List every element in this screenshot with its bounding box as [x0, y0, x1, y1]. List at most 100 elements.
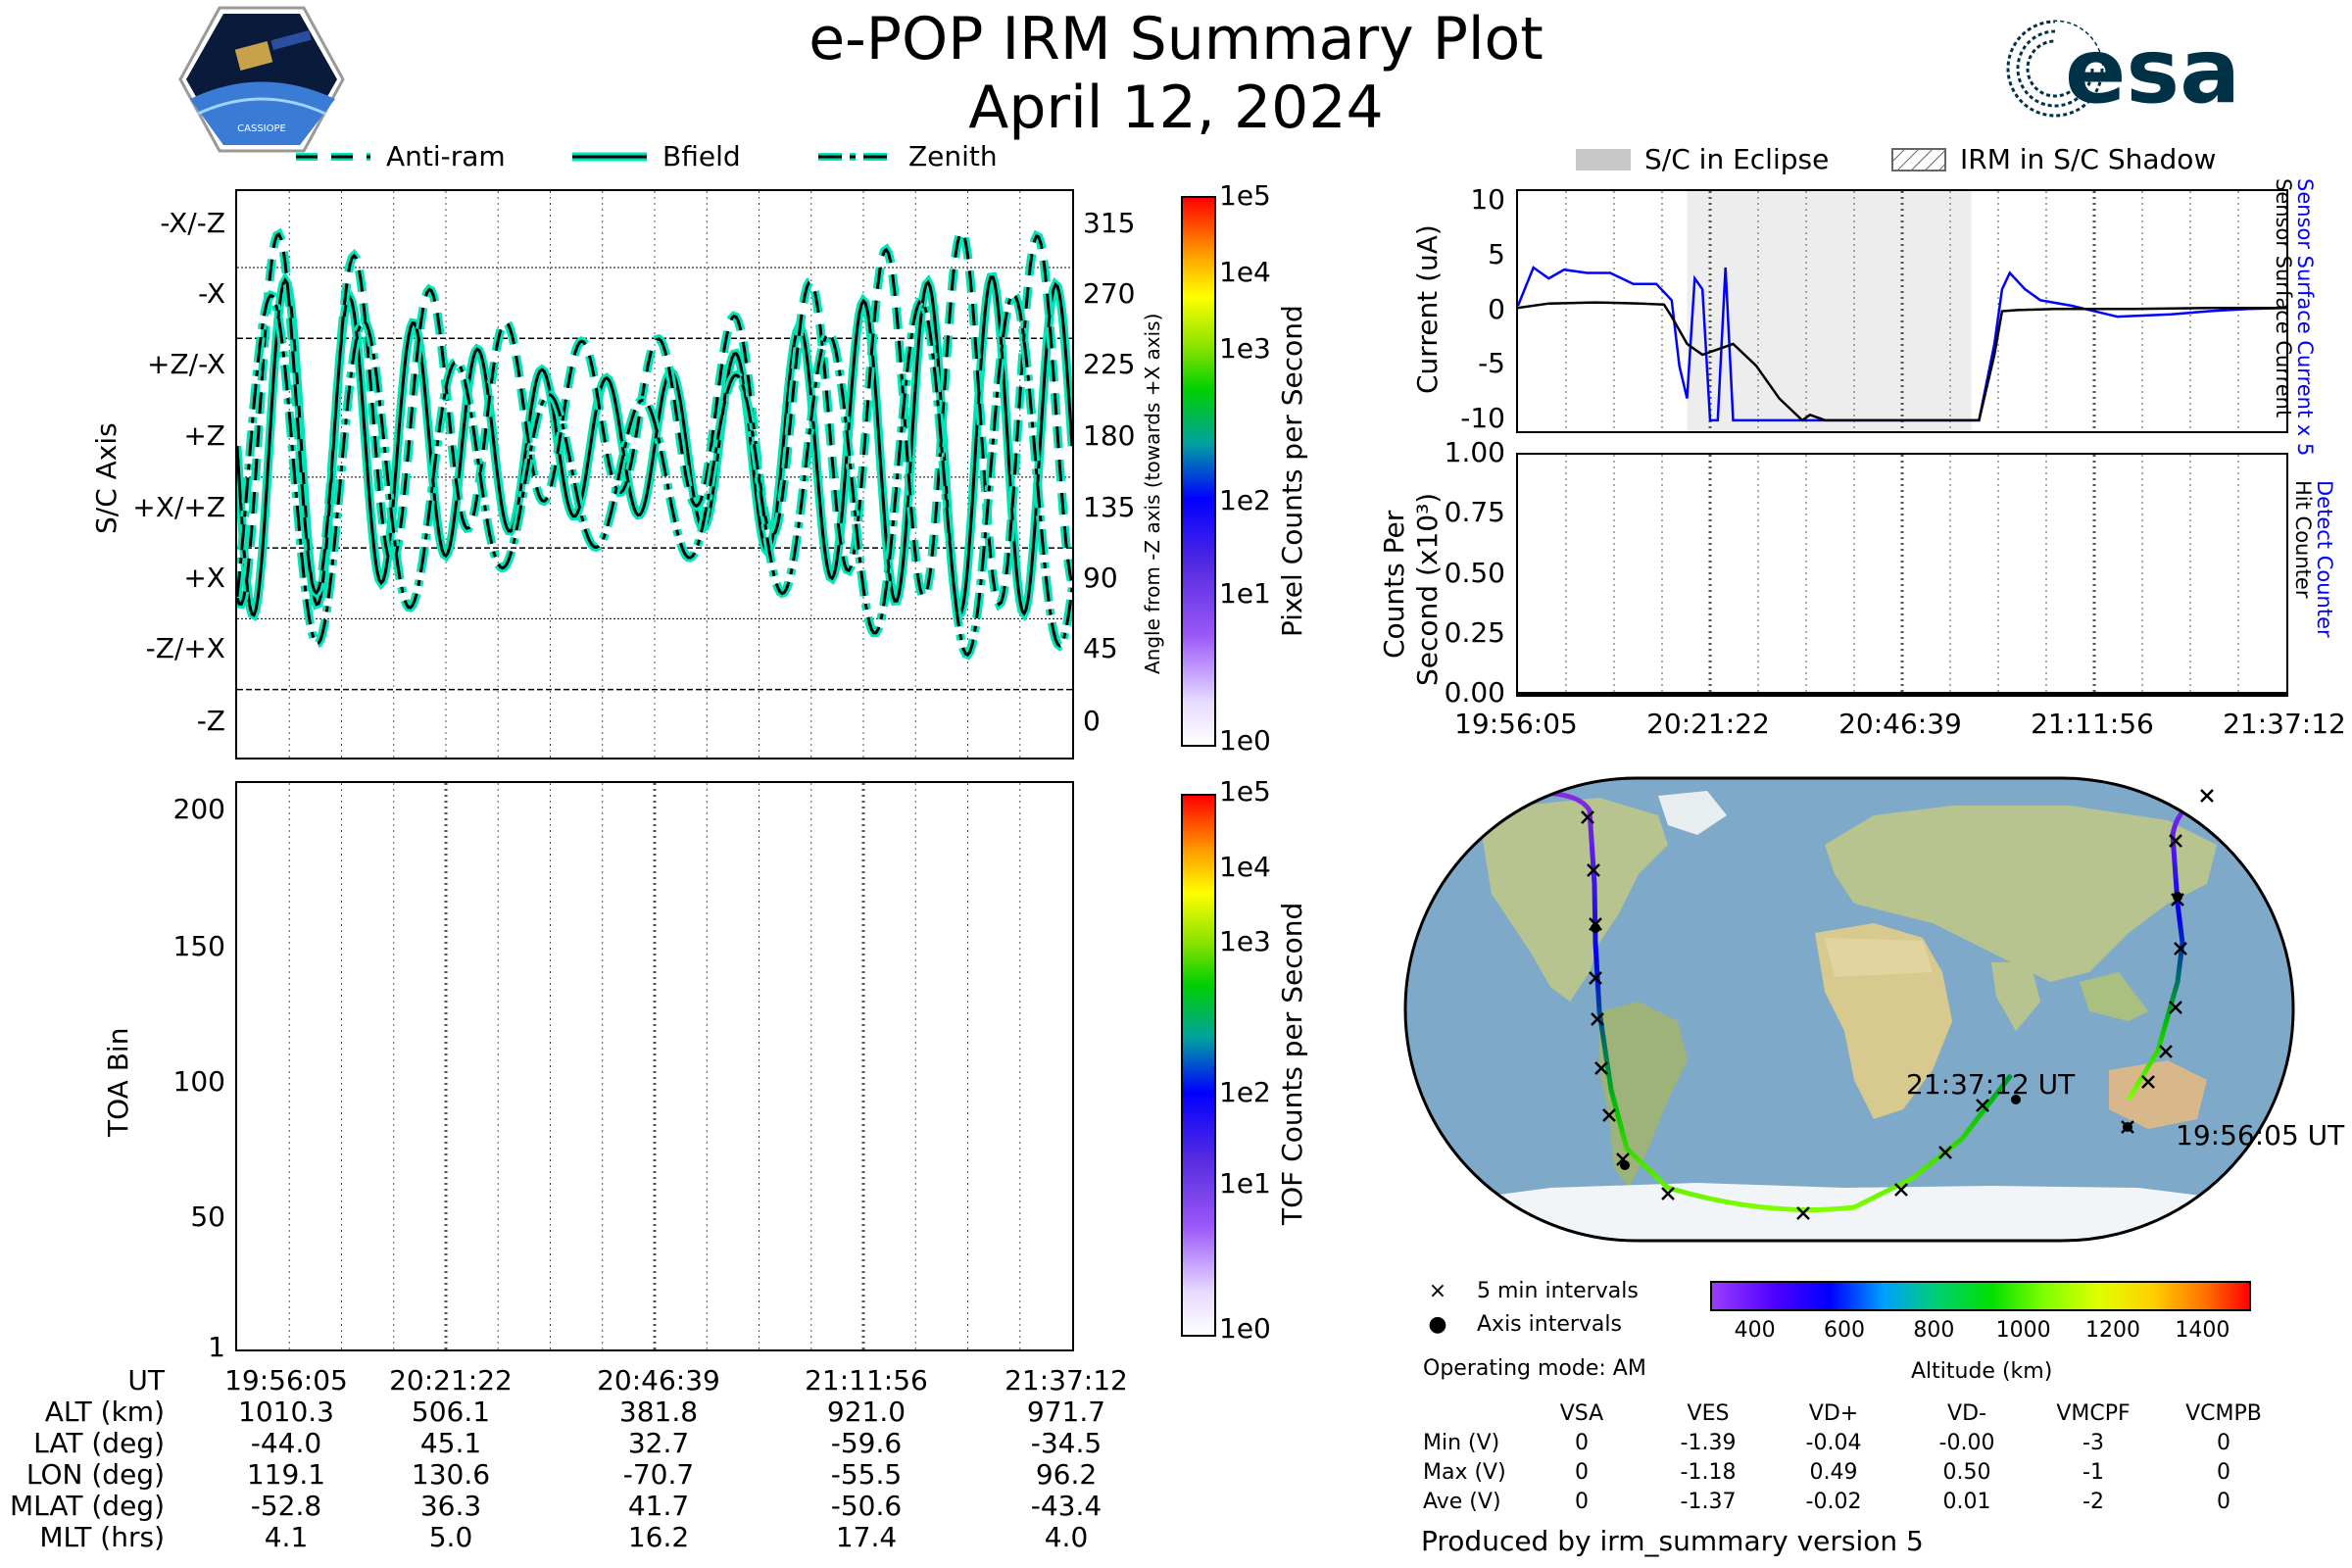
- ephem-cell: 381.8: [618, 1396, 699, 1428]
- toa-ytick: 1: [208, 1331, 225, 1363]
- voltage-col-header: VCMPB: [2185, 1401, 2262, 1426]
- voltage-cell: -0.00: [1938, 1431, 1995, 1455]
- axis-ytick: +X/+Z: [132, 491, 225, 523]
- ephem-cell: -43.4: [1030, 1490, 1102, 1522]
- voltage-cell: 0: [1575, 1431, 1589, 1455]
- legend-anti-ram: Anti-ram: [294, 140, 506, 172]
- australia: [2109, 1060, 2207, 1129]
- time-tick: 20:46:39: [1838, 708, 1962, 740]
- voltage-cell: -1.37: [1680, 1490, 1737, 1514]
- altitude-tick: 400: [1734, 1318, 1776, 1343]
- ephem-cell: 506.1: [411, 1396, 491, 1428]
- voltage-cell: -1.18: [1680, 1460, 1737, 1485]
- pixel-colorbar-label: Pixel Counts per Second: [1276, 305, 1308, 637]
- voltage-cell: -0.04: [1805, 1431, 1862, 1455]
- ephem-cell: 19:56:05: [224, 1364, 348, 1396]
- ephem-cell: -55.5: [830, 1458, 903, 1491]
- altitude-tick: 1400: [2175, 1318, 2230, 1343]
- ephem-cell: 41.7: [627, 1490, 690, 1522]
- voltage-cell: 0: [2217, 1431, 2230, 1455]
- ephem-cell: 21:37:12: [1004, 1364, 1128, 1396]
- time-tick: 21:37:12: [2223, 708, 2346, 740]
- ephem-row-label: MLT (hrs): [39, 1521, 165, 1553]
- ephem-row-label: LAT (deg): [33, 1427, 165, 1459]
- ephem-cell: 1010.3: [238, 1396, 334, 1428]
- counts-right-label-blue: Detect Counter: [2313, 480, 2336, 638]
- sensor-current-x5-line: [1518, 266, 2286, 422]
- tof-colorbar: [1181, 794, 1216, 1337]
- voltage-cell: -3: [2082, 1431, 2104, 1455]
- dot-marker-icon: ●: [1428, 1312, 1447, 1337]
- ephem-cell: 20:46:39: [597, 1364, 720, 1396]
- voltage-col-header: VD-: [1947, 1401, 1986, 1426]
- voltage-row-label: Min (V): [1423, 1431, 1500, 1455]
- current-ytick: -5: [1478, 347, 1505, 380]
- counts-ytick: 0.25: [1444, 615, 1505, 649]
- legend-zenith-label: Zenith: [908, 140, 998, 172]
- angle-tick: 45: [1083, 632, 1118, 664]
- voltage-cell: 0.50: [1942, 1460, 1991, 1485]
- axis-ytick: +X: [183, 562, 225, 594]
- axis-ytick: -X: [198, 277, 225, 310]
- esa-logo-text: esa: [2065, 19, 2240, 122]
- colorbar-tick: 1e1: [1219, 1167, 1271, 1200]
- legend-bfield: Bfield: [570, 140, 741, 172]
- toa-panel: [235, 781, 1074, 1351]
- north-america: [1482, 798, 1668, 1002]
- ephem-cell: 16.2: [627, 1521, 690, 1553]
- colorbar-tick: 1e5: [1219, 775, 1271, 808]
- toa-grid: [288, 783, 1021, 1349]
- map-start-label: 19:56:05 UT: [2176, 1119, 2345, 1152]
- voltage-col-header: VMCPF: [2056, 1401, 2131, 1426]
- ephem-cell: -59.6: [830, 1427, 903, 1459]
- voltage-cell: -2: [2082, 1490, 2104, 1514]
- cassiope-logo-text: CASSIOPE: [237, 123, 286, 134]
- colorbar-tick: 1e2: [1219, 484, 1271, 517]
- ephem-cell: 971.7: [1026, 1396, 1106, 1428]
- legend-bfield-label: Bfield: [662, 140, 741, 172]
- x-marker-icon: ×: [1428, 1279, 1447, 1303]
- legend-eclipse-label: S/C in Eclipse: [1644, 143, 1830, 175]
- voltage-cell: 0.01: [1942, 1490, 1991, 1514]
- counts-ytick: 1.00: [1444, 436, 1505, 468]
- voltage-col-header: VSA: [1559, 1401, 1604, 1426]
- voltage-row-label: Max (V): [1423, 1460, 1506, 1485]
- counts-plot: [1518, 455, 2286, 695]
- legend-5min: × 5 min intervals: [1423, 1280, 1639, 1303]
- five-min-markers: [1581, 789, 2214, 1220]
- plot-date: April 12, 2024: [968, 74, 1384, 142]
- eurasia: [1825, 806, 2217, 982]
- ephem-cell: 17.4: [835, 1521, 898, 1553]
- counts-ytick: 0.00: [1444, 676, 1505, 709]
- legend-anti-ram-label: Anti-ram: [386, 140, 506, 172]
- voltage-row-label: Ave (V): [1423, 1490, 1501, 1514]
- angle-tick: 180: [1083, 419, 1136, 452]
- colorbar-tick: 1e2: [1219, 1075, 1271, 1108]
- axis-ytick: -Z/+X: [145, 632, 225, 664]
- angle-tick: 0: [1083, 705, 1101, 737]
- colorbar-tick: 1e3: [1219, 925, 1271, 958]
- ephem-cell: -50.6: [830, 1490, 903, 1522]
- counts-ytick: 0.75: [1444, 496, 1505, 529]
- current-panel: [1516, 189, 2288, 433]
- ephem-row-label: ALT (km): [44, 1396, 165, 1428]
- time-tick: 21:11:56: [2031, 708, 2154, 740]
- voltage-cell: 0: [2217, 1460, 2230, 1485]
- voltage-cell: -1: [2082, 1460, 2104, 1485]
- time-tick: 20:21:22: [1646, 708, 1770, 740]
- angle-tick: 225: [1083, 348, 1136, 380]
- ephem-cell: 32.7: [627, 1427, 690, 1459]
- current-plot: [1518, 191, 2286, 431]
- current-ytick: -10: [1460, 401, 1505, 434]
- toa-ytick: 100: [172, 1065, 225, 1098]
- colorbar-tick: 1e1: [1219, 576, 1271, 610]
- ephem-cell: -34.5: [1030, 1427, 1102, 1459]
- axis-ytick: +Z: [183, 419, 225, 452]
- angle-tick: 90: [1083, 562, 1118, 594]
- sc-axis-panel: [235, 189, 1074, 760]
- voltage-cell: 0.49: [1809, 1460, 1858, 1485]
- operating-mode: Operating mode: AM: [1423, 1356, 1646, 1381]
- sensor-current-line: [1518, 301, 2286, 422]
- time-tick: 19:56:05: [1454, 708, 1578, 740]
- colorbar-tick: 1e4: [1219, 850, 1271, 883]
